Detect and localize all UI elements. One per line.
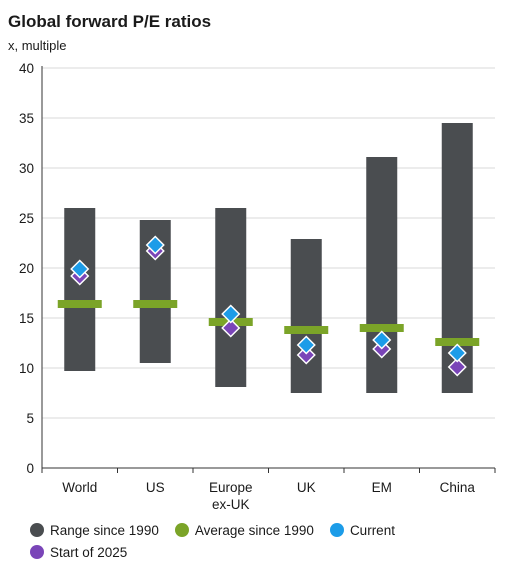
x-tick-label-em: EM <box>372 480 392 495</box>
legend-label-current: Current <box>349 522 395 538</box>
legend-swatch-start-2025 <box>30 545 44 559</box>
y-tick-label: 0 <box>26 461 34 476</box>
legend-swatch-average <box>174 523 189 537</box>
legend-swatch-range <box>30 523 44 537</box>
current-marker-us <box>145 235 165 255</box>
current-marker-world <box>70 259 90 279</box>
average-marker-uk <box>284 326 329 334</box>
start-2025-marker-uk <box>296 345 316 365</box>
start-2025-marker-china <box>447 357 467 377</box>
average-marker-us <box>133 300 178 308</box>
legend-item-range: Range since 1990 <box>30 523 159 538</box>
range-bar-europe-ex-uk <box>215 208 247 387</box>
current-marker-china <box>447 343 467 363</box>
legend: Range since 1990 Average since 1990 Curr… <box>30 519 500 563</box>
y-tick-label: 35 <box>19 111 34 126</box>
y-tick-label: 20 <box>19 261 34 276</box>
average-marker-china <box>435 338 480 346</box>
x-tick-label-europe-ex-uk: ex-UK <box>212 497 250 512</box>
y-tick-label: 15 <box>19 311 34 326</box>
legend-label-range: Range since 1990 <box>50 522 159 538</box>
y-tick-label: 10 <box>19 361 34 376</box>
pe-range-chart: 0 5 10 15 20 25 30 35 40 World US Europe ex-UK UK EM Ch… <box>19 61 496 512</box>
average-marker-em <box>359 324 404 332</box>
legend-label-average: Average since 1990 <box>194 522 314 538</box>
current-marker-europe-ex-uk <box>221 304 241 324</box>
x-tick-label-china: China <box>440 480 476 495</box>
y-tick-label: 5 <box>26 411 34 426</box>
chart-title: Global forward P/E ratios <box>8 12 212 31</box>
y-tick-label: 25 <box>19 211 34 226</box>
legend-item-current: Current <box>329 522 395 538</box>
current-marker-em <box>372 330 392 350</box>
y-tick-label: 30 <box>19 161 34 176</box>
average-marker-world <box>57 300 102 308</box>
start-2025-marker-europe-ex-uk <box>221 318 241 338</box>
legend-label-start-2025: Start of 2025 <box>50 544 128 560</box>
legend-item-start-2025: Start of 2025 <box>30 545 127 560</box>
chart-subtitle: x, multiple <box>8 38 67 53</box>
current-marker-uk <box>296 335 316 355</box>
legend-swatch-current <box>329 523 344 537</box>
range-bar-world <box>64 208 96 371</box>
y-tick-label: 40 <box>19 61 34 76</box>
range-bar-uk <box>290 239 322 393</box>
legend-item-average: Average since 1990 <box>174 522 314 538</box>
x-tick-label-world: World <box>62 480 97 495</box>
x-tick-label-us: US <box>146 480 165 495</box>
x-tick-label-uk: UK <box>297 480 316 495</box>
x-tick-label-europe-ex-uk: Europe <box>209 480 253 495</box>
